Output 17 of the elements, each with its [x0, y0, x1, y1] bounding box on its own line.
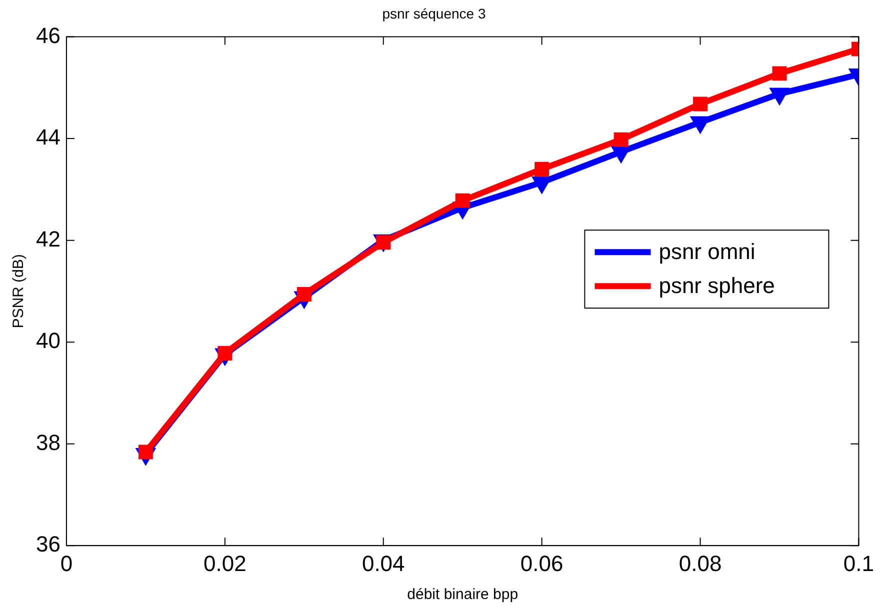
x-tick-label: 0.1 [843, 550, 874, 576]
y-tick-label: 44 [36, 124, 60, 150]
chart-title: psnr séquence 3 [382, 5, 486, 22]
x-tick-label: 0.02 [204, 550, 246, 576]
x-axis-title: débit binaire bpp [407, 586, 518, 604]
x-tick-label: 0 [60, 550, 73, 576]
y-tick-label: 38 [36, 430, 60, 455]
y-tick-label: 42 [36, 226, 60, 252]
x-tick-label: 0.04 [362, 550, 405, 576]
x-tick-label: 0.08 [678, 550, 722, 576]
legend-label: psnr omni [658, 239, 756, 264]
y-axis-title: PSNR (dB) [10, 254, 28, 328]
x-tick-label: 0.06 [520, 550, 564, 576]
legend-label: psnr sphere [658, 273, 775, 298]
y-tick-label: 40 [36, 328, 60, 354]
y-tick-label: 46 [36, 22, 60, 48]
y-tick-label: 36 [36, 532, 60, 557]
